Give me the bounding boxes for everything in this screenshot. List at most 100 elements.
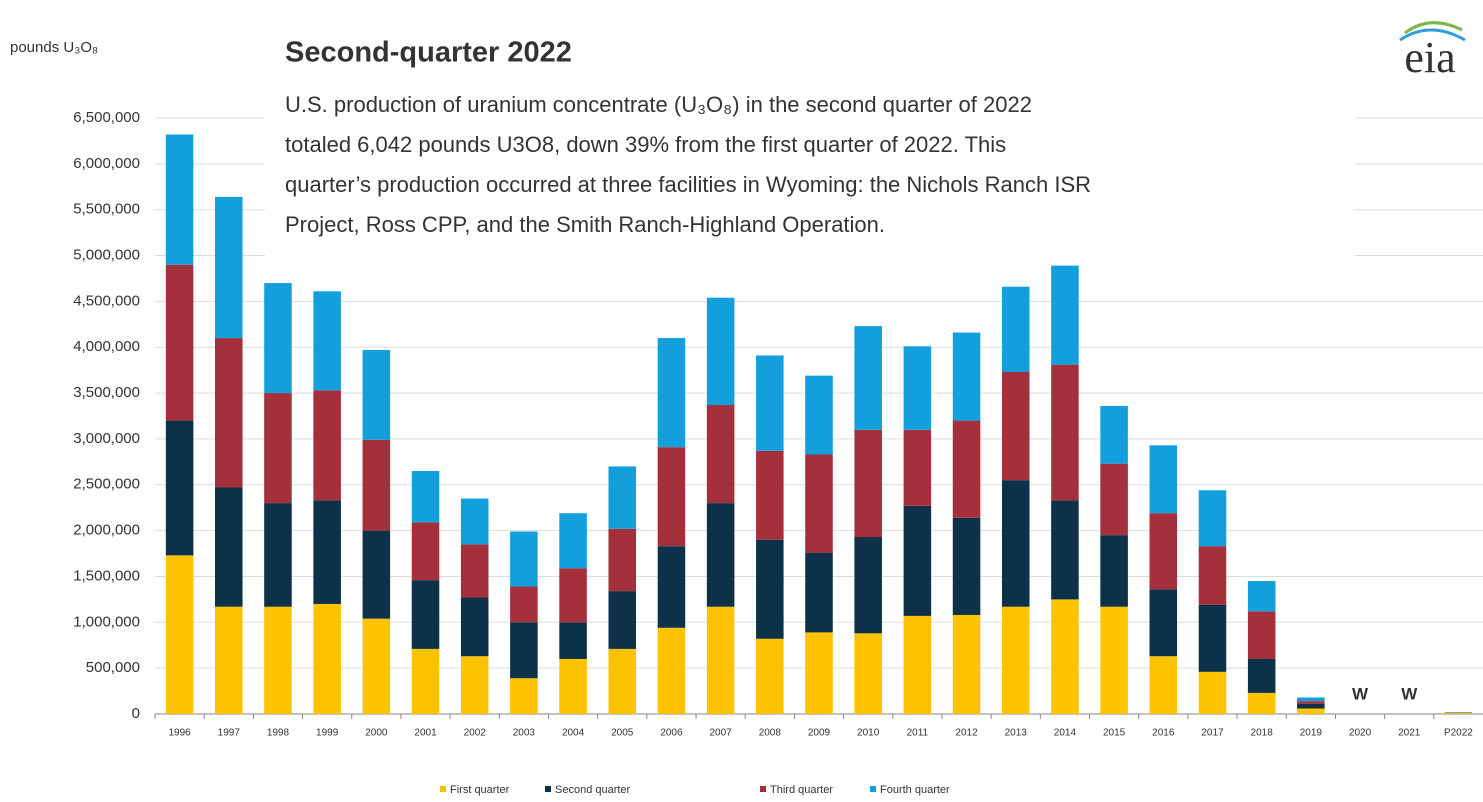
bar-segment [1100, 463, 1128, 536]
bar-segment [805, 375, 833, 455]
bar-segment [952, 420, 981, 518]
bar-segment [510, 531, 538, 587]
logo-arc [1404, 21, 1463, 35]
legend-label: Second quarter [555, 784, 631, 796]
logo-arc [1399, 28, 1466, 42]
logo: eia [1404, 33, 1455, 82]
bar-segment [1198, 604, 1227, 672]
bar-segment [165, 134, 194, 265]
x-tick-label: 1999 [316, 728, 339, 739]
annotation: W [1401, 684, 1418, 703]
bar-segment [1297, 697, 1325, 702]
bar-segment [313, 291, 341, 391]
y-tick-label: 0 [132, 705, 140, 722]
y-tick-label: 3,000,000 [73, 430, 140, 447]
bar-segment [1051, 364, 1079, 501]
x-tick-label: 2014 [1054, 728, 1077, 739]
legend-swatch [760, 786, 766, 792]
bar-segment [854, 537, 882, 634]
y-tick-label: 6,500,000 [73, 109, 140, 126]
bar-segment [510, 622, 538, 679]
legend-label: First quarter [450, 784, 510, 796]
x-tick-label: 1997 [218, 728, 241, 739]
bar-segment [756, 450, 784, 540]
bar-segment [1247, 692, 1276, 714]
bar-segment [608, 648, 637, 714]
x-tick-label: 2021 [1398, 728, 1421, 739]
bar-segment [1149, 589, 1178, 657]
chart-title: Second-quarter 2022 [285, 37, 572, 69]
description-line: quarter’s production occurred at three f… [285, 172, 1091, 197]
x-tick-label: 2006 [660, 728, 683, 739]
bar-segment [313, 500, 341, 604]
bar-segment [1001, 286, 1030, 372]
bar-segment [1001, 606, 1030, 714]
bar-segment [460, 597, 489, 657]
x-tick-label: 2005 [611, 728, 634, 739]
bar-segment [1100, 535, 1128, 607]
y-tick-label: 2,500,000 [73, 476, 140, 493]
bar-segment [1149, 656, 1178, 714]
x-tick-label: 2013 [1005, 728, 1028, 739]
annotation: W [1352, 684, 1369, 703]
y-tick-label: 2,000,000 [73, 522, 140, 539]
bar-segment [1100, 606, 1128, 714]
bar-segment [903, 505, 932, 616]
bar-segment [805, 632, 833, 714]
x-tick-label: 2000 [365, 728, 388, 739]
bar-segment [756, 539, 784, 639]
bar-segment [952, 332, 981, 421]
x-tick-label: P2022 [1444, 728, 1473, 739]
bar-segment [411, 580, 440, 649]
bar-segment [411, 648, 440, 714]
bar-segment [215, 196, 243, 339]
bar-segment [215, 338, 243, 488]
y-axis-label: pounds U₃O₈ [10, 39, 98, 56]
x-tick-label: 2001 [414, 728, 437, 739]
bar-segment [706, 503, 735, 607]
bar-segment [706, 404, 735, 504]
bar-segment [952, 614, 981, 714]
bar-segment [706, 297, 735, 405]
bar-segment [1247, 658, 1276, 693]
bar-segment [215, 487, 243, 607]
bar-segment [264, 283, 292, 394]
bar-segment [559, 568, 587, 623]
legend-label: Fourth quarter [880, 784, 950, 796]
legend-label: Third quarter [770, 784, 833, 796]
bar-segment [1444, 712, 1473, 714]
bar-segment [1444, 713, 1473, 714]
bar-segment [805, 454, 833, 553]
bar-segment [903, 346, 932, 430]
bar-segment [460, 656, 489, 714]
bar-segment [854, 429, 882, 538]
bar-segment [460, 498, 489, 545]
x-tick-label: 2008 [759, 728, 782, 739]
bar-layer [165, 134, 1473, 714]
x-tick-label: 2015 [1103, 728, 1126, 739]
y-tick-label: 1,500,000 [73, 567, 140, 584]
x-tick-label: 2010 [857, 728, 880, 739]
bar-segment [1001, 480, 1030, 607]
bar-segment [559, 622, 587, 659]
bar-segment [657, 338, 686, 448]
bar-segment [1051, 265, 1079, 365]
bar-segment [1051, 500, 1079, 600]
y-tick-label: 6,000,000 [73, 155, 140, 172]
bar-segment [165, 264, 194, 421]
description-line: U.S. production of uranium concentrate (… [285, 92, 1032, 117]
bar-segment [559, 513, 587, 569]
bar-segment [264, 606, 292, 714]
bar-segment [657, 546, 686, 628]
x-tick-label: 2019 [1300, 728, 1323, 739]
bar-segment [510, 678, 538, 714]
bar-segment [264, 393, 292, 504]
bar-segment [608, 466, 637, 529]
bar-segment [362, 439, 391, 531]
bar-segment [756, 355, 784, 451]
bar-segment [1297, 703, 1325, 709]
bar-segment [1001, 371, 1030, 481]
bar-segment [608, 591, 637, 649]
bar-segment [1149, 513, 1178, 590]
